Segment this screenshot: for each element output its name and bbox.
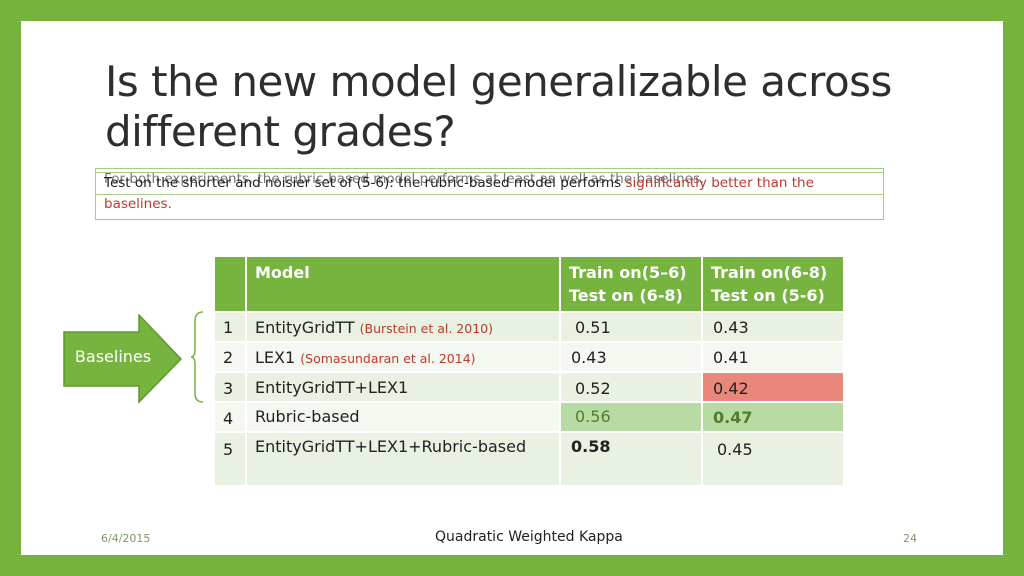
overlay-note-box: For both experiments, the rubric-based m… (95, 168, 884, 195)
overlay-note-red-text: at least as well as the baselines. (484, 171, 705, 187)
table-row: 2 LEX1 (Somasundaran et al. 2014) 0.43 0… (215, 341, 843, 371)
row-model-name: EntityGridTT+LEX1 (255, 378, 409, 397)
footer-date: 6/4/2015 (101, 532, 151, 545)
header-col1: Train on(5–6) Test on (6-8) (561, 257, 703, 311)
row-num: 4 (215, 401, 247, 431)
row-value-col2-highlighted: 0.47 (703, 401, 843, 431)
page-number: 24 (903, 532, 917, 545)
header-model: Model (247, 257, 561, 311)
row-model-name: EntityGridTT (255, 318, 355, 337)
row-value-col1: 0.52 (561, 371, 703, 401)
header-col2-line2: Test on (5-6) (711, 286, 825, 305)
slide-title: Is the new model generalizable across di… (105, 57, 892, 156)
table-row: 3 EntityGridTT+LEX1 0.52 0.42 (215, 371, 843, 401)
row-model-name: LEX1 (255, 348, 296, 367)
row-num: 3 (215, 371, 247, 401)
footer-label: Quadratic Weighted Kappa (435, 529, 623, 545)
row-num: 2 (215, 341, 247, 371)
overlay-note-text: For both experiments, the rubric-based m… (104, 171, 481, 187)
bracket-icon (191, 311, 204, 403)
row-value-col1-best: 0.58 (561, 431, 703, 485)
row-citation: (Burstein et al. 2010) (359, 321, 493, 336)
row-num: 5 (215, 431, 247, 485)
row-model: LEX1 (Somasundaran et al. 2014) (247, 341, 561, 371)
row-model: Rubric-based (247, 401, 561, 431)
row-value-col1: 0.43 (561, 341, 703, 371)
header-col1-line2: Test on (6-8) (569, 286, 683, 305)
note-text-suffix: better than the (711, 175, 814, 191)
row-value-col2: 0.45 (703, 431, 843, 485)
results-table: Model Train on(5–6) Test on (6-8) Train … (215, 257, 843, 485)
row-model: EntityGridTT+LEX1+Rubric-based (247, 431, 561, 485)
row-value-col2: 0.43 (703, 311, 843, 341)
table-header-row: Model Train on(5–6) Test on (6-8) Train … (215, 257, 843, 311)
header-col1-line1: Train on(5–6) (569, 263, 687, 282)
row-value-col2-highlighted: 0.42 (703, 371, 843, 401)
slide: Is the new model generalizable across di… (21, 21, 1003, 555)
note-text-prefix: Test on the shorter and noisier set of (… (104, 175, 622, 191)
note-text-line2: baselines. (104, 196, 172, 212)
header-col2: Train on(6-8) Test on (5-6) (703, 257, 843, 311)
row-model: EntityGridTT (Burstein et al. 2010) (247, 311, 561, 341)
table-row: 5 EntityGridTT+LEX1+Rubric-based 0.58 0.… (215, 431, 843, 485)
table-row: 1 EntityGridTT (Burstein et al. 2010) 0.… (215, 311, 843, 341)
row-num: 1 (215, 311, 247, 341)
row-value-col1: 0.51 (561, 311, 703, 341)
header-col2-line1: Train on(6-8) (711, 263, 828, 282)
row-model-name: EntityGridTT+LEX1+Rubric-based (255, 437, 527, 456)
table-row: 4 Rubric-based 0.56 0.47 (215, 401, 843, 431)
note-box: Test on the shorter and noisier set of (… (95, 172, 884, 220)
note-text-emphasis: significantly (625, 175, 707, 191)
baselines-label: Baselines (74, 347, 152, 366)
row-value-col2: 0.41 (703, 341, 843, 371)
baselines-arrow-icon (63, 314, 183, 404)
row-model: EntityGridTT+LEX1 (247, 371, 561, 401)
row-model-name: Rubric-based (255, 407, 360, 426)
row-value-col1-highlighted: 0.56 (561, 401, 703, 431)
header-num (215, 257, 247, 311)
row-citation: (Somasundaran et al. 2014) (300, 351, 476, 366)
